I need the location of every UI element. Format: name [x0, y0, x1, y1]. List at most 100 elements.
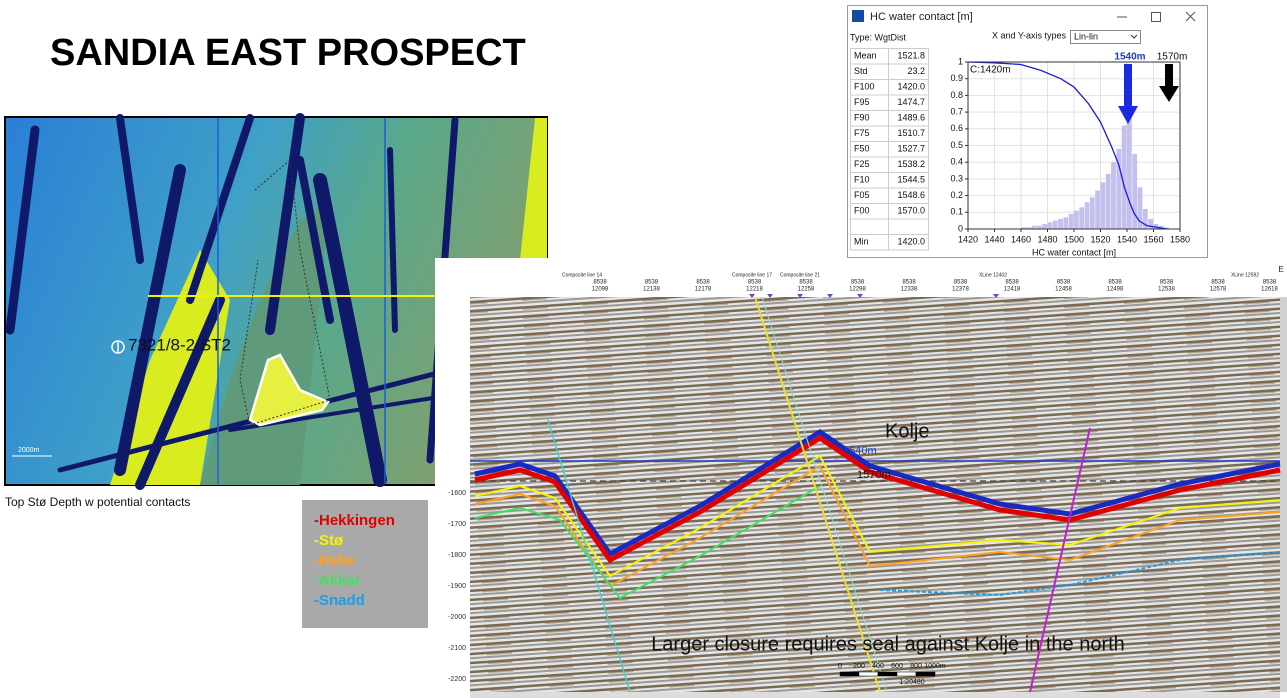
stat-name: F25 [854, 159, 870, 169]
y-tick-label: 0.6 [950, 123, 963, 133]
depth-label: -1900 [448, 583, 466, 590]
cdf-line [967, 61, 1167, 230]
horizon [474, 464, 1281, 588]
scale-label: 600 [891, 663, 903, 670]
histogram-bar [1084, 202, 1090, 229]
scale-label: 0 [838, 663, 842, 670]
yellow-area [110, 250, 230, 485]
inline-label: 8538 [1263, 280, 1277, 286]
histogram-bar [1047, 222, 1053, 229]
histogram-bar [1036, 225, 1042, 229]
histogram-bar [1137, 187, 1143, 229]
fault [754, 296, 881, 693]
stat-value: 1510.7 [897, 128, 925, 138]
seismic-section: Kolje 1540m 1570m Larger closure require… [435, 258, 1287, 698]
scale-bar [877, 671, 898, 677]
histogram-bar [1105, 173, 1111, 229]
stat-value: 1544.5 [897, 175, 925, 185]
well-marker [993, 294, 999, 298]
contact-arrow [1159, 64, 1179, 102]
xline-label: 12258 [798, 287, 815, 293]
scale-bar [915, 671, 936, 677]
x-axis-label: HC water contact [m] [1032, 247, 1116, 257]
header-label: Composite line 17 [732, 272, 772, 278]
histogram-bar [1158, 225, 1164, 229]
well-marker [749, 294, 755, 298]
window-title: HC water contact [m] [870, 11, 973, 23]
fault-label: Kolje [885, 420, 929, 442]
maximize-button[interactable] [1151, 12, 1161, 22]
histogram-bar [1063, 217, 1069, 229]
y-tick-label: 0 [958, 223, 963, 233]
map-caption: Top Stø Depth w potential contacts [5, 495, 190, 509]
close-button[interactable] [1185, 11, 1196, 22]
closure-outline [239, 159, 331, 426]
header-label: Composite line 14 [562, 272, 602, 278]
y-tick-label: 0.9 [950, 73, 963, 83]
xline-label: 12418 [1004, 287, 1021, 293]
xline-label: 12578 [1210, 287, 1227, 293]
xline-label: 12618 [1261, 287, 1278, 293]
inline-label: 8538 [954, 280, 968, 286]
stat-value: 23.2 [907, 66, 925, 76]
histogram-bar [1148, 218, 1153, 229]
stat-name: Std [854, 66, 868, 76]
stat-value: 1527.7 [897, 144, 925, 154]
y-tick-label: 0.8 [950, 90, 963, 100]
type-label: Type: WgtDist [850, 32, 907, 42]
inline-label: 8538 [696, 280, 710, 286]
axis-types-value[interactable]: Lin-lin [1074, 31, 1098, 41]
histogram-bar [1074, 210, 1079, 229]
dropdown-caret [1130, 34, 1138, 39]
stat-name: F05 [854, 190, 870, 200]
legend-item: -Hekkingen [314, 512, 395, 529]
x-tick-label: 1500 [1064, 234, 1084, 244]
histogram-bar [1021, 227, 1026, 229]
histogram-bar [1127, 103, 1132, 229]
stat-name: F00 [854, 206, 870, 216]
stat-value: 1420.0 [897, 237, 925, 247]
legend-item: -Snadd [314, 592, 365, 609]
depth-label: -1600 [448, 490, 466, 497]
well-marker [797, 294, 803, 298]
x-tick-label: 1420 [958, 234, 978, 244]
inline-label: 8538 [1160, 280, 1174, 286]
histogram-bar [1116, 148, 1122, 229]
scale-label: 2000m [18, 447, 40, 454]
header-label: E [1278, 265, 1283, 274]
histogram-bar [1031, 225, 1037, 229]
inline-label: 8538 [645, 280, 659, 286]
section-note: Larger closure requires seal against Kol… [651, 633, 1125, 655]
fault [547, 419, 631, 693]
x-tick-label: 1520 [1090, 234, 1110, 244]
xline-label: 12178 [695, 287, 712, 293]
contact-arrow [1118, 64, 1138, 124]
histogram-bar [1164, 227, 1169, 229]
horizon [474, 454, 1281, 578]
inline-label: 8538 [748, 280, 762, 286]
scrollbar [470, 692, 1280, 698]
xline-label: 12378 [952, 287, 969, 293]
table-cell [888, 218, 929, 235]
stat-name: F100 [854, 82, 875, 92]
horizon [879, 551, 1281, 597]
histogram-bar [1095, 190, 1100, 229]
histogram-bar [1079, 207, 1085, 229]
app-icon [852, 10, 864, 22]
stat-value: 1538.2 [897, 159, 925, 169]
histogram-bar [1052, 220, 1058, 229]
chart-annotation: C:1420m [970, 65, 1011, 76]
header-label: Composite line 21 [780, 272, 820, 278]
horizon [474, 429, 1281, 558]
legend-box [302, 500, 428, 628]
histogram-bar [1068, 213, 1074, 229]
scale-label: 200 [853, 663, 865, 670]
fault [761, 296, 888, 693]
scale-bar [896, 671, 917, 677]
stat-name: F10 [854, 175, 870, 185]
y-tick-label: 0.1 [950, 207, 963, 217]
axis-types-dropdown[interactable] [1070, 30, 1141, 44]
histogram-bar [1089, 197, 1095, 229]
chart-annotation: 1540m [1114, 52, 1145, 63]
